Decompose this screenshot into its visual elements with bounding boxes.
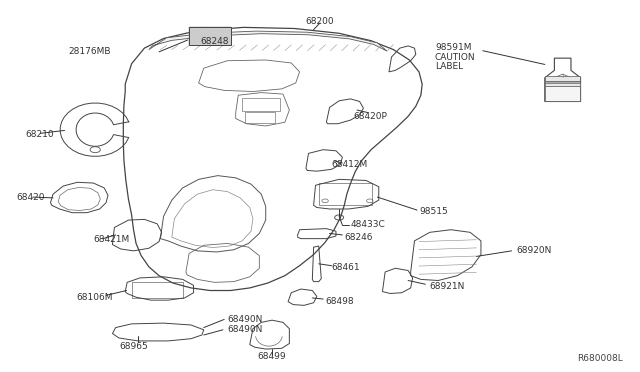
Polygon shape — [149, 31, 387, 51]
Text: 68248: 68248 — [200, 37, 229, 46]
Text: 68920N: 68920N — [516, 246, 552, 255]
Text: 68210: 68210 — [25, 129, 54, 139]
Text: 68106M: 68106M — [76, 294, 113, 302]
Text: 68412M: 68412M — [332, 160, 368, 169]
Text: R680008L: R680008L — [577, 354, 623, 363]
Text: 68421M: 68421M — [93, 235, 129, 244]
Text: 68965: 68965 — [119, 341, 148, 350]
Text: 98591M: 98591M — [435, 42, 472, 51]
Text: 68490N: 68490N — [227, 315, 263, 324]
Text: 68499: 68499 — [258, 352, 287, 361]
Text: 68420P: 68420P — [353, 112, 387, 121]
Text: 28176MB: 28176MB — [68, 47, 111, 56]
Text: 98515: 98515 — [419, 208, 448, 217]
Text: 68498: 68498 — [325, 297, 354, 306]
Text: 68921N: 68921N — [430, 282, 465, 291]
FancyBboxPatch shape — [545, 83, 580, 86]
Bar — [189, 28, 230, 45]
Text: 68420: 68420 — [17, 193, 45, 202]
Text: 48433C: 48433C — [351, 221, 385, 230]
FancyBboxPatch shape — [545, 86, 580, 101]
Text: 68200: 68200 — [306, 17, 334, 26]
Text: 68246: 68246 — [344, 232, 372, 242]
FancyBboxPatch shape — [545, 81, 580, 86]
Text: 68461: 68461 — [332, 263, 360, 272]
Text: LABEL: LABEL — [435, 62, 463, 71]
Text: CAUTION: CAUTION — [435, 52, 476, 61]
Text: !: ! — [561, 74, 564, 79]
Text: 68490N: 68490N — [227, 325, 263, 334]
FancyBboxPatch shape — [545, 76, 580, 81]
